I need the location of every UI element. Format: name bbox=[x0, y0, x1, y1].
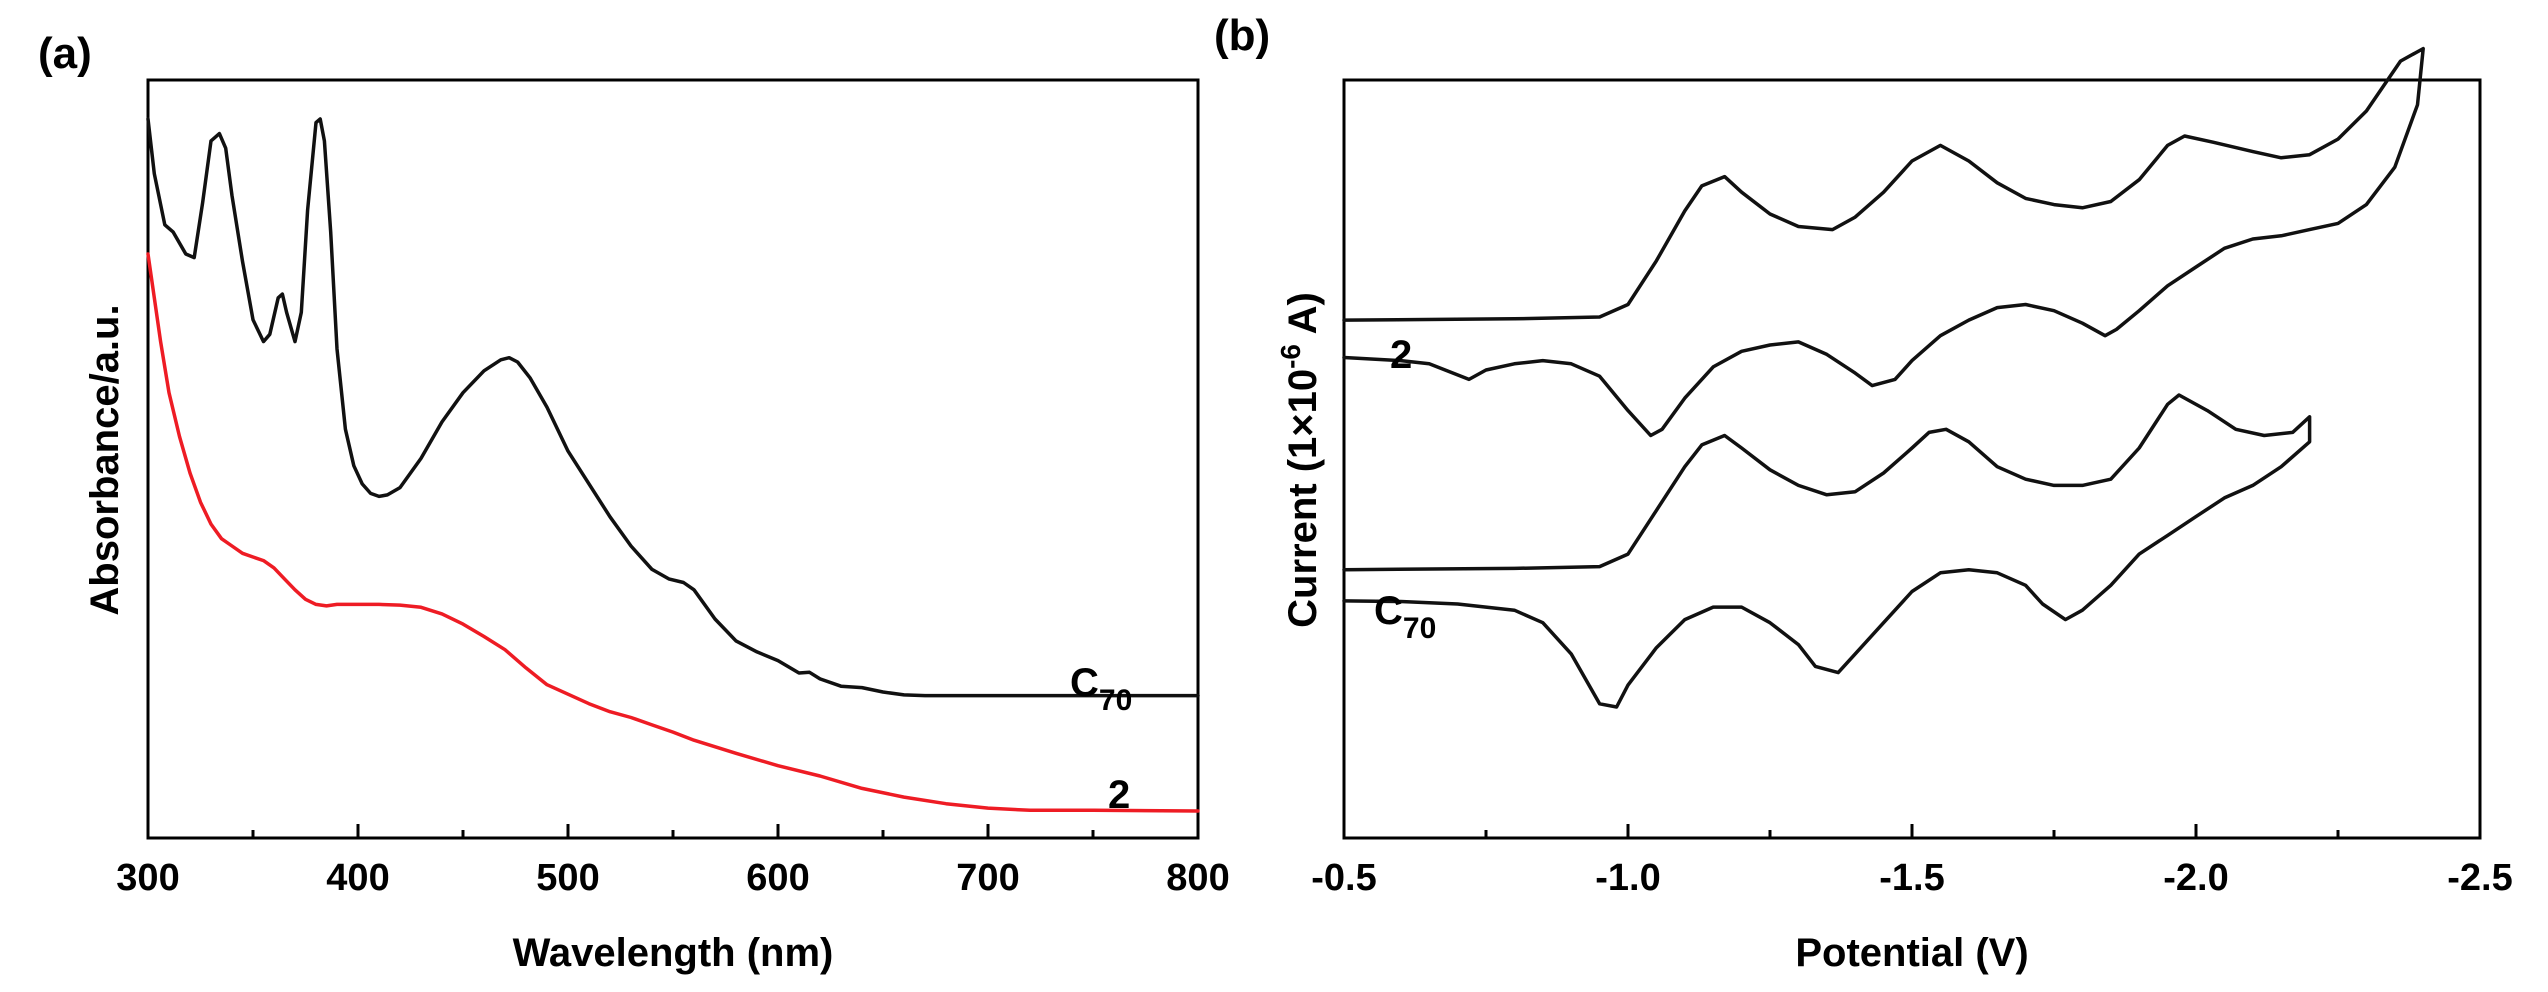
panel-b-cyclic-voltammetry-chart: (b) -0.5 -1.0 -1.5 -2.0 -2.5 Potential (V) C… bbox=[1214, 11, 2513, 975]
x-tick-label: -1.5 bbox=[1879, 857, 1944, 899]
compound-2-voltammogram bbox=[1342, 46, 2425, 438]
panel-a-label: (a) bbox=[38, 29, 92, 78]
panel-a-absorbance-chart: (a) 300 400 500 600 700 800 Wavelength (nm) A… bbox=[38, 29, 1230, 975]
c70-label-main: C bbox=[1070, 661, 1099, 705]
panel-a-x-ticks: 300 400 500 600 700 800 bbox=[116, 824, 1230, 899]
x-tick-label: -2.0 bbox=[2163, 857, 2228, 899]
x-tick-label: -0.5 bbox=[1311, 857, 1376, 899]
x-tick-label: 800 bbox=[1166, 857, 1229, 899]
x-tick-label: 500 bbox=[536, 857, 599, 899]
panel-a-x-axis-title: Wavelength (nm) bbox=[513, 931, 834, 975]
panel-a-plot-frame bbox=[146, 78, 1200, 840]
panel-b-x-axis-title: Potential (V) bbox=[1795, 931, 2028, 975]
x-tick-label: 400 bbox=[326, 857, 389, 899]
panel-b-label: (b) bbox=[1214, 11, 1270, 60]
cv-compound-2-label: 2 bbox=[1390, 333, 1412, 377]
x-tick-label: 300 bbox=[116, 857, 179, 899]
c70-series-label: C70 bbox=[1070, 661, 1132, 717]
panel-a-y-axis-title: Absorbance/a.u. bbox=[83, 304, 127, 615]
x-tick-label: -2.5 bbox=[2447, 857, 2512, 899]
x-tick-label: 700 bbox=[956, 857, 1019, 899]
c70-absorbance-line bbox=[146, 117, 1200, 698]
cv-c70-label: C70 bbox=[1374, 589, 1436, 645]
panel-b-x-ticks: -0.5 -1.0 -1.5 -2.0 -2.5 bbox=[1311, 824, 2513, 899]
panel-b-y-axis-title-superscript: -6 bbox=[1275, 344, 1306, 369]
x-tick-label: 600 bbox=[746, 857, 809, 899]
cv-c70-label-subscript: 70 bbox=[1403, 612, 1436, 645]
x-tick-label: -1.0 bbox=[1595, 857, 1660, 899]
c70-label-subscript: 70 bbox=[1099, 684, 1132, 717]
compound-2-series-label: 2 bbox=[1108, 773, 1130, 817]
cv-c70-label-main: C bbox=[1374, 589, 1403, 633]
panel-b-y-axis-title: Current (1×10-6 A) bbox=[1275, 292, 1325, 628]
panel-b-plot-frame bbox=[1342, 78, 2482, 840]
c70-voltammogram bbox=[1342, 393, 2312, 709]
panel-b-y-axis-title-main: Current (1×10 bbox=[1281, 369, 1325, 628]
panel-b-y-axis-title-end: A) bbox=[1281, 292, 1325, 344]
compound-2-absorbance-line bbox=[146, 252, 1200, 813]
